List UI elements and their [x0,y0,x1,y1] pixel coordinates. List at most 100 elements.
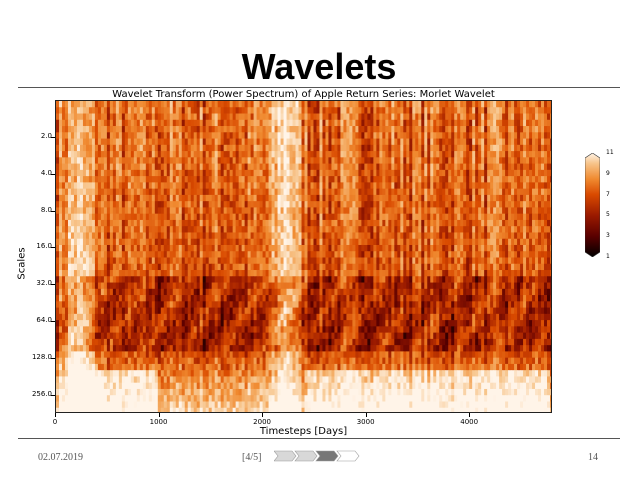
heatmap-cell [202,126,207,133]
heatmap-cell [478,219,482,227]
heatmap-cell [394,244,398,252]
heatmap-cell [487,113,491,121]
heatmap-cell [535,188,539,196]
heatmap-cell [493,276,497,283]
heatmap-cell [232,101,237,108]
heatmap-cell [394,138,398,146]
heatmap-cell [61,207,66,215]
heatmap-cell [157,257,162,265]
heatmap-cell [496,282,500,290]
heatmap-cell [133,113,138,121]
heatmap-cell [340,270,344,277]
heatmap-cell [118,182,123,190]
heatmap-cell [238,238,243,246]
heatmap-cell [100,276,105,283]
heatmap-cell [56,219,60,227]
heatmap-cell [379,213,383,221]
heatmap-cell [103,138,108,146]
heatmap-cell [439,276,443,283]
heatmap-cell [199,201,204,208]
heatmap-cell [160,270,165,277]
heatmap-cell [484,138,488,146]
heatmap-cell [112,182,117,190]
heatmap-cell [415,282,419,290]
heatmap-cell [292,257,296,265]
heatmap-cell [370,226,374,233]
heatmap-cell [274,151,278,158]
heatmap-cell [508,119,512,127]
heatmap-cell [436,163,440,171]
heatmap-cell [361,169,365,177]
heatmap-cell [376,219,380,227]
heatmap-cell [82,169,87,177]
heatmap-cell [169,101,174,108]
heatmap-cell [265,219,269,227]
heatmap-cell [511,251,515,258]
heatmap-cell [79,282,84,290]
heatmap-cell [373,119,377,127]
heatmap-cell [352,157,356,164]
heatmap-cell [424,263,428,271]
heatmap-cell [145,157,150,164]
heatmap-cell [379,232,383,240]
heatmap-cell [190,282,195,290]
heatmap-cell [208,182,213,190]
heatmap-cell [58,163,63,171]
heatmap-cell [211,232,216,240]
heatmap-cell [484,213,488,221]
heatmap-cell [502,101,506,108]
heatmap-cell [211,138,216,146]
heatmap-cell [385,188,389,196]
heatmap-cell [250,188,254,196]
heatmap-cell [295,219,299,227]
heatmap-cell [238,257,243,265]
heatmap-cell [340,276,344,283]
heatmap-cell [547,176,551,183]
heatmap-cell [313,182,317,190]
heatmap-cell [202,244,207,252]
heatmap-cell [91,132,96,139]
heatmap-cell [457,163,461,171]
heatmap-cell [532,126,536,133]
heatmap-cell [490,194,494,202]
heatmap-cell [124,107,129,114]
heatmap-cell [265,207,269,215]
heatmap-cell [244,138,249,146]
heatmap-cell [220,270,225,277]
heatmap-cell [388,151,392,158]
heatmap-cell [235,176,240,183]
heatmap-cell [277,169,281,177]
heatmap-cell [379,176,383,183]
heatmap-cell [532,101,536,108]
heatmap-cell [361,244,365,252]
heatmap-cell [106,176,111,183]
heatmap-cell [451,157,455,164]
heatmap-cell [250,157,254,164]
heatmap-cell [550,263,551,271]
heatmap-cell [232,201,237,208]
heatmap-cell [145,226,150,233]
heatmap-cell [385,126,389,133]
heatmap-cell [448,244,452,252]
heatmap-cell [304,270,308,277]
heatmap-cell [250,226,254,233]
heatmap-cell [112,119,117,127]
heatmap-cell [151,144,156,152]
heatmap-cell [370,163,374,171]
heatmap-cell [511,263,515,271]
heatmap-cell [430,270,434,277]
heatmap-cell [88,201,93,208]
heatmap-cell [172,219,177,227]
heatmap-cell [163,207,168,215]
heatmap-cell [136,213,141,221]
heatmap-cell [220,232,225,240]
heatmap-cell [106,119,111,127]
heatmap-cell [463,257,467,265]
heatmap-cell [544,226,548,233]
heatmap-cell [142,151,147,158]
heatmap-cell [484,194,488,202]
heatmap-cell [475,188,479,196]
heatmap-cell [217,232,222,240]
heatmap-cell [136,157,141,164]
heatmap-cell [205,270,210,277]
